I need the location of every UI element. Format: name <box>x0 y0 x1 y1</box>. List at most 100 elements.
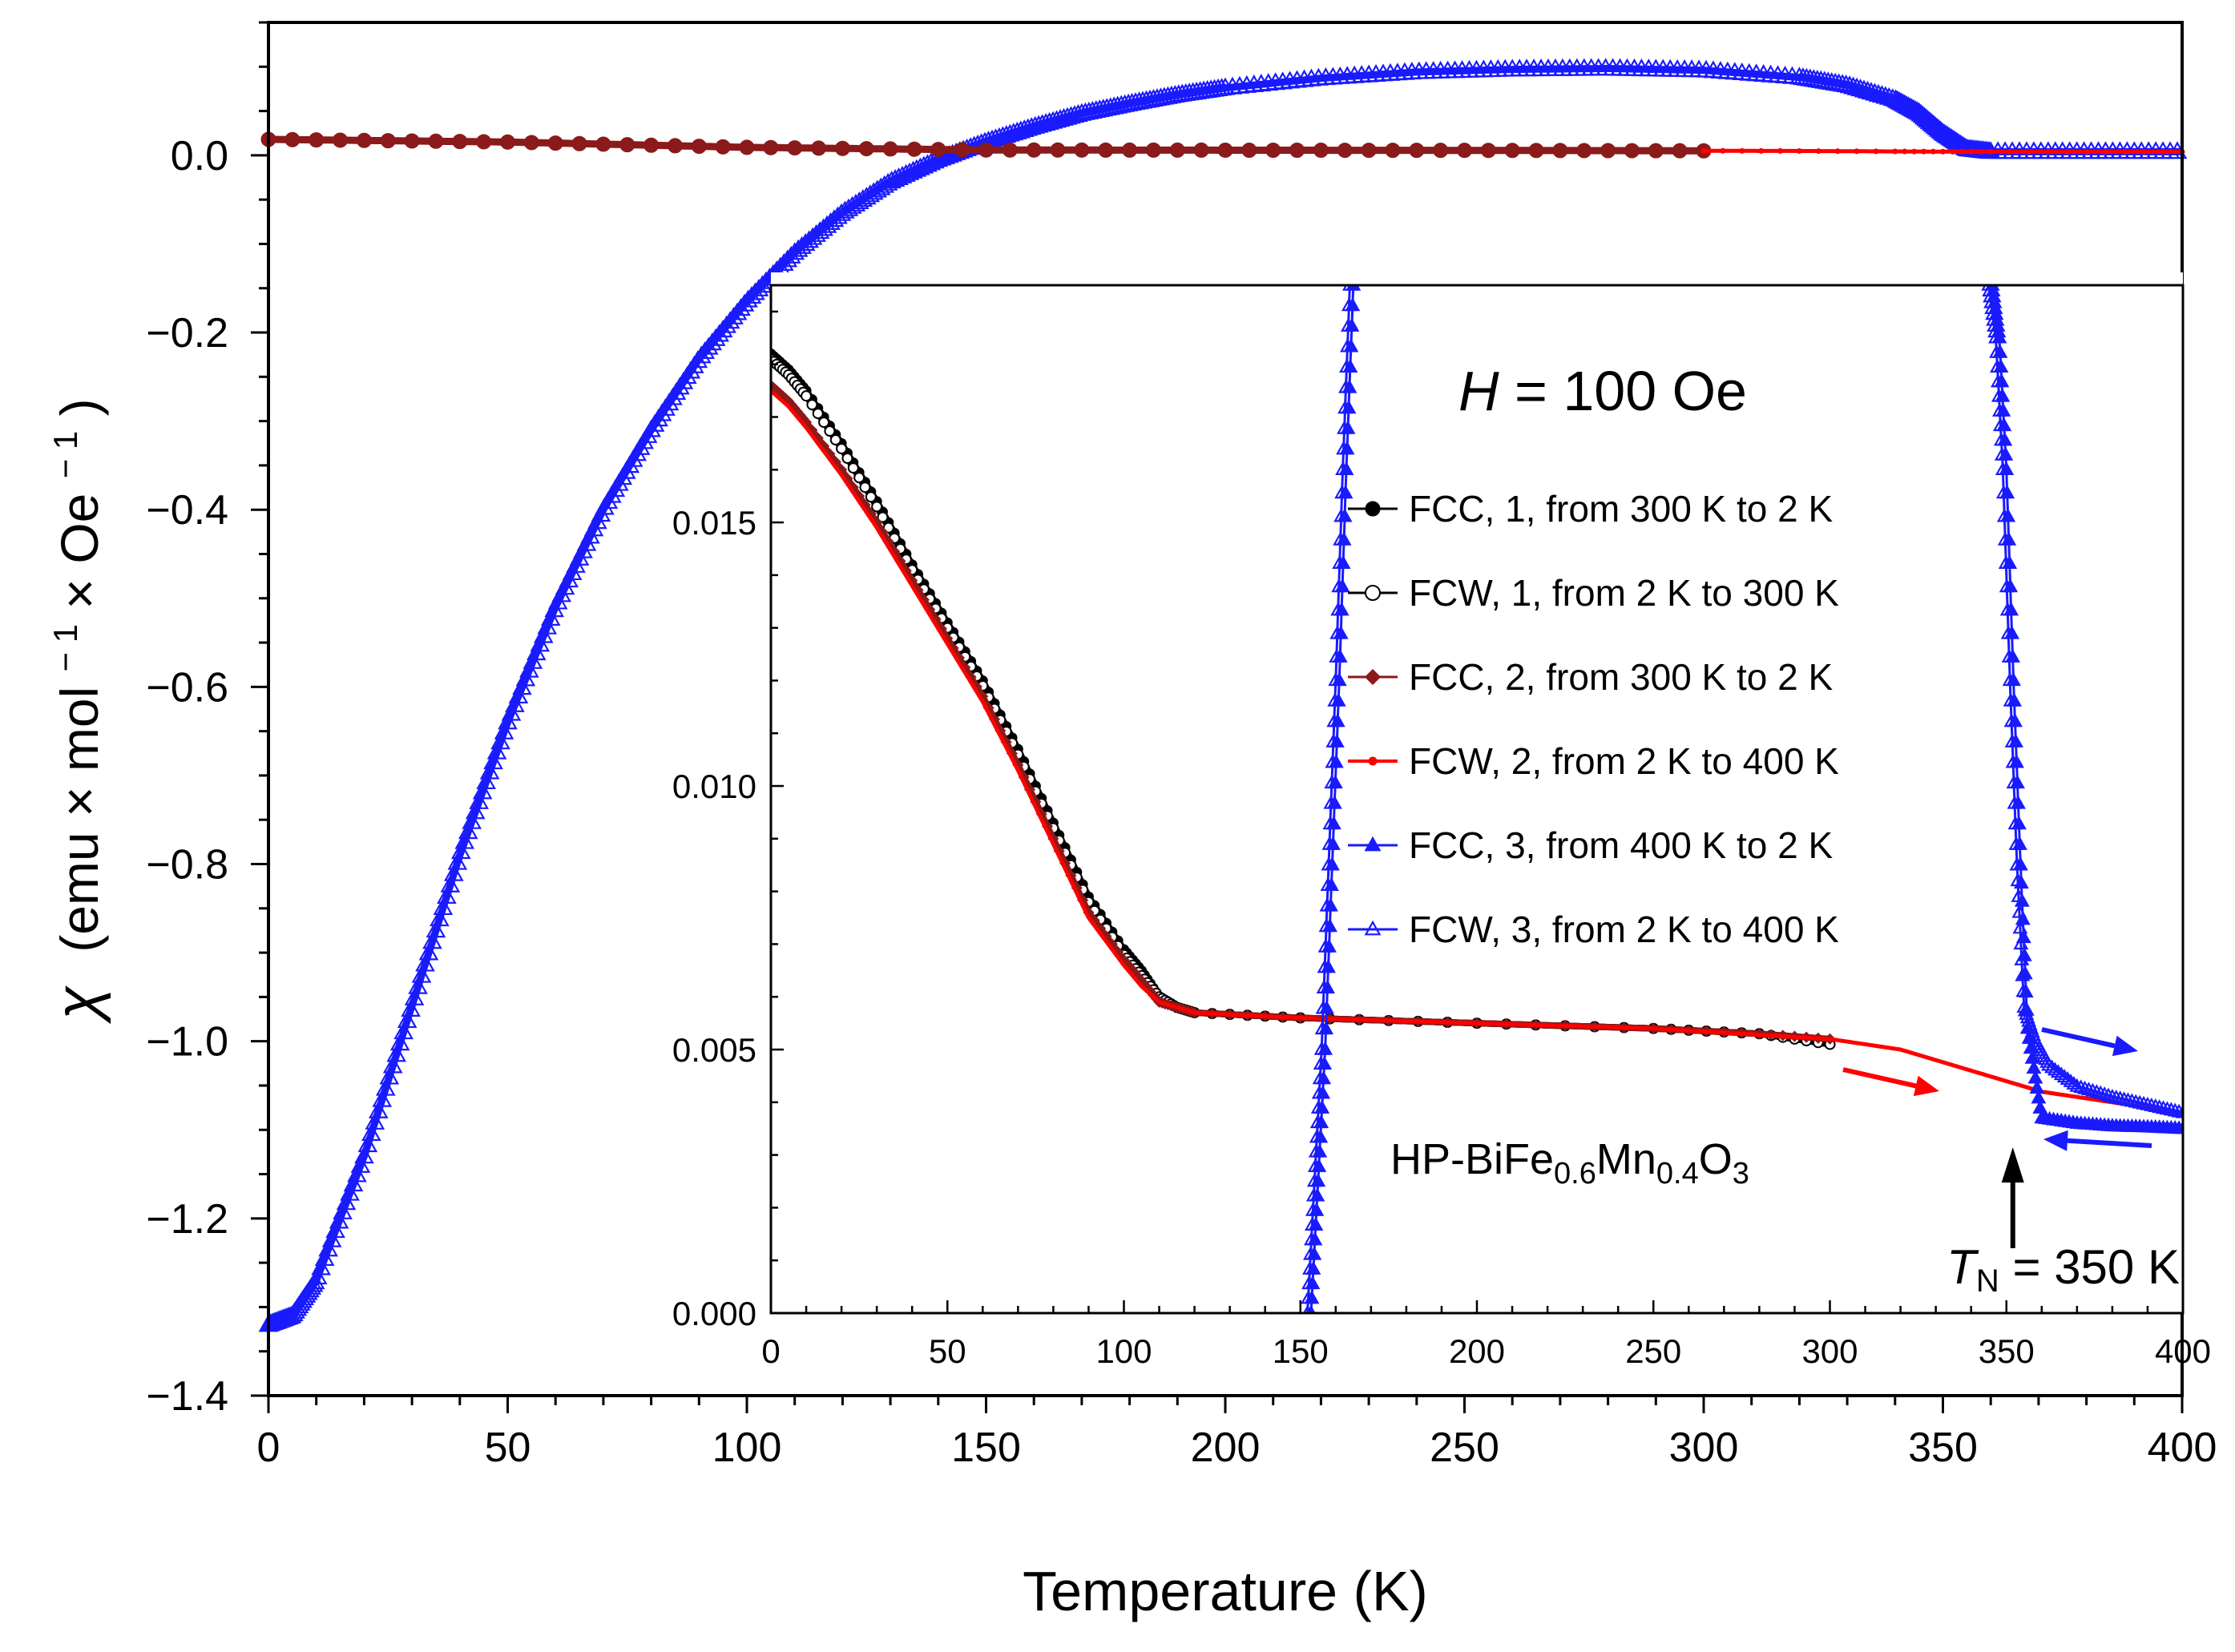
inset-data-point <box>2009 856 2025 871</box>
main-data-point <box>1894 94 1915 112</box>
main-data-point <box>1892 148 1898 155</box>
main-data-point <box>357 1134 378 1153</box>
inset-data-point <box>1341 285 1358 291</box>
main-data-point <box>309 132 325 148</box>
x-tick-label: 50 <box>485 1424 531 1471</box>
y-tick-label: −0.4 <box>146 487 228 534</box>
y-tick-label: −0.6 <box>146 664 228 711</box>
main-data-point <box>336 1192 357 1211</box>
main-series-2 <box>1700 147 2185 155</box>
main-data-point <box>1576 143 1592 159</box>
main-data-point <box>763 139 779 155</box>
inset-data-point <box>1986 312 2002 326</box>
main-data-point <box>698 336 719 355</box>
inset-y-tick-label: 0.010 <box>672 768 756 805</box>
main-data-point <box>386 1044 407 1062</box>
inset-data-point <box>1326 713 1342 727</box>
tn-arrow <box>2001 1147 2024 1248</box>
inset-data-point <box>1996 508 2012 522</box>
main-data-point <box>343 1174 364 1192</box>
main-data-point <box>906 141 922 157</box>
main-data-point <box>731 298 751 316</box>
inset-data-point <box>2032 1099 2048 1114</box>
main-data-point <box>595 136 611 152</box>
main-data-point <box>691 139 707 155</box>
main-data-point <box>2026 148 2032 155</box>
inset-data-point <box>1990 359 2005 373</box>
main-data-point <box>720 311 740 329</box>
main-data-point <box>500 134 515 150</box>
inset-data-point <box>1994 446 2010 461</box>
main-data-point <box>329 1211 349 1229</box>
main-data-point <box>2121 148 2128 155</box>
y-tick-label: −1.0 <box>146 1019 228 1066</box>
main-data-point <box>2064 148 2071 155</box>
main-data-point <box>874 175 894 193</box>
inset-x-tick-label: 350 <box>1979 1332 2035 1370</box>
inset-data-point <box>2056 1069 2072 1083</box>
inset-data-point <box>1303 1231 1319 1246</box>
inset-data-point <box>1316 980 1332 993</box>
main-data-point <box>340 1183 360 1201</box>
inset-data-point <box>2013 936 2029 950</box>
x-tick-label: 350 <box>1908 1424 1978 1471</box>
main-data-point <box>1921 148 1927 155</box>
inset-data-point <box>1332 554 1348 569</box>
inset-data-point <box>1331 578 1347 593</box>
inset-series-line-3-0 <box>771 389 2183 1115</box>
main-data-point <box>382 1055 403 1074</box>
inset-data-point <box>877 511 889 523</box>
inset-data-point <box>1309 1114 1325 1129</box>
main-data-point <box>1217 142 1233 158</box>
field-annotation: H = 100 Oe <box>1458 360 1747 422</box>
legend-marker <box>1364 668 1382 686</box>
inset-data-point <box>1301 1290 1317 1304</box>
inset-data-point <box>2006 775 2022 789</box>
inset-data-point <box>847 462 859 474</box>
main-data-point <box>1624 143 1640 159</box>
inset-data-point <box>2100 1087 2116 1102</box>
inset-data-point <box>1989 344 2004 358</box>
main-data-point <box>1361 143 1377 159</box>
inset-x-tick-label: 300 <box>1801 1332 1858 1370</box>
inset-data-point <box>2004 733 2020 747</box>
arrow-warming-red-head <box>1913 1075 1939 1097</box>
main-data-point <box>483 751 503 770</box>
main-data-point <box>476 771 496 790</box>
main-data-point <box>494 721 514 739</box>
legend-label: FCW, 1, from 2 K to 300 K <box>1409 572 1839 614</box>
y-axis-label-sup-2: − 1 <box>46 431 84 479</box>
main-data-point <box>712 320 733 338</box>
y-axis-label-units-3: Oe <box>50 494 109 564</box>
inset-data-point <box>1319 897 1335 912</box>
inset-data-point <box>2029 1080 2045 1094</box>
main-data-point <box>1122 142 1138 158</box>
legend-item: FCC, 1, from 300 K to 2 K <box>1348 488 1834 530</box>
main-data-point <box>1145 142 1161 158</box>
main-series <box>258 58 2188 1332</box>
inset-data-point <box>2096 1086 2112 1101</box>
main-data-point <box>1026 142 1042 158</box>
main-data-point <box>1169 142 1185 158</box>
main-data-point <box>350 1154 371 1173</box>
main-data-point <box>1940 148 1946 155</box>
main-data-point <box>806 224 826 242</box>
inset-series-5 <box>1301 285 2183 1313</box>
main-data-point <box>2084 148 2090 155</box>
main-data-point <box>465 801 486 820</box>
main-data-point <box>522 651 543 669</box>
main-data-point <box>1834 148 1841 155</box>
inset-data-point <box>1337 420 1353 434</box>
main-data-point <box>1959 148 1965 155</box>
main-data-point <box>1241 142 1257 158</box>
main-data-point <box>739 139 755 155</box>
main-data-point <box>691 345 712 364</box>
inset-data-point <box>1322 816 1338 830</box>
inset-x-tick-labels: 0 50 100 150 200 250 300 350 400 <box>761 1332 2211 1370</box>
main-data-point <box>1930 148 1937 155</box>
main-data-point <box>1886 89 1906 107</box>
inset-data-point <box>1333 531 1349 546</box>
main-data-point <box>440 874 461 892</box>
main-data-point <box>1777 147 1784 154</box>
